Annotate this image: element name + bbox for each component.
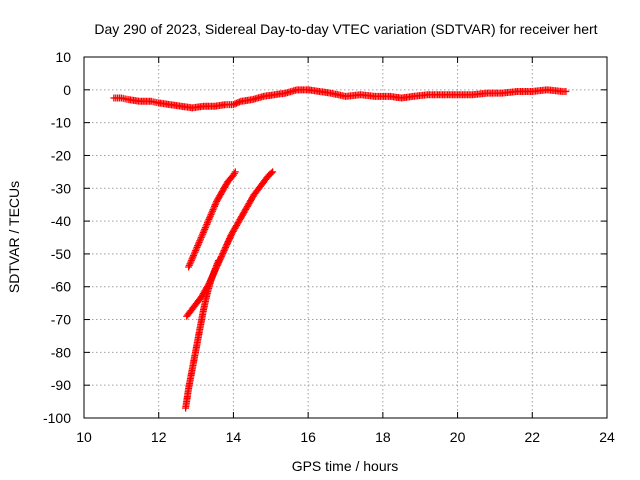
y-axis-ticks: 10 0 -10 -20 -30 -40 -50 -60 -70 -80 -90 -100 (43, 49, 607, 426)
y-tick-label: 0 (63, 82, 71, 98)
data-point-interp (192, 245, 200, 253)
y-tick-label: 10 (55, 49, 71, 65)
data-point-interp (208, 207, 216, 215)
data-point-interp (190, 252, 198, 260)
data-point-interp (225, 236, 233, 244)
data-point-interp (223, 239, 231, 247)
x-tick-label: 16 (300, 429, 316, 445)
y-tick-label: -20 (51, 147, 71, 163)
y-tick-label: -30 (51, 180, 71, 196)
x-tick-label: 14 (226, 429, 242, 445)
data-point-interp (235, 98, 243, 106)
data-point-interp (232, 99, 240, 107)
data-point-interp (194, 240, 202, 248)
data-point-interp (267, 169, 275, 177)
x-axis-label: GPS time / hours (292, 458, 399, 474)
data-point (231, 168, 239, 176)
data-point-interp (219, 250, 227, 258)
data-point-interp (198, 232, 206, 240)
data-point-interp (203, 220, 211, 228)
data-point (269, 168, 277, 176)
data-point-interp (206, 214, 214, 222)
data-point-interp (226, 233, 234, 241)
data-point-interp (186, 260, 194, 268)
data-point-interp (191, 248, 199, 256)
series-4 (182, 256, 222, 412)
data-point (229, 101, 237, 109)
data-point-interp (234, 99, 242, 107)
x-tick-label: 12 (151, 429, 167, 445)
data-point-interp (206, 212, 214, 220)
y-tick-label: -10 (51, 115, 71, 131)
data-point-interp (211, 202, 219, 210)
x-tick-label: 10 (76, 429, 92, 445)
data-point-interp (221, 244, 229, 252)
data-point-interp (221, 245, 229, 253)
data-point-interp (202, 222, 210, 230)
y-tick-label: -70 (51, 312, 71, 328)
data-point-interp (187, 256, 195, 264)
x-tick-label: 20 (450, 429, 466, 445)
data-point-interp (189, 253, 197, 261)
data-point-interp (209, 206, 217, 214)
y-tick-label: -50 (51, 246, 71, 262)
data-point-interp (219, 248, 227, 256)
y-tick-label: -60 (51, 279, 71, 295)
data-point-interp (195, 238, 203, 246)
series-1 (110, 86, 570, 112)
x-axis-ticks: 10 12 14 16 18 20 22 24 (76, 57, 615, 445)
data-point-interp (230, 170, 238, 178)
data-point-interp (197, 235, 205, 243)
y-tick-label: -90 (51, 377, 71, 393)
data-point-interp (231, 100, 239, 108)
data-point-interp (192, 247, 200, 255)
data-point-interp (211, 201, 219, 209)
x-tick-label: 18 (375, 429, 391, 445)
data-point-interp (199, 229, 207, 237)
y-tick-label: -40 (51, 213, 71, 229)
y-tick-label: -100 (43, 410, 71, 426)
data-point (190, 250, 198, 258)
x-tick-label: 24 (599, 429, 615, 445)
data-point-interp (224, 238, 232, 246)
data-points (110, 86, 570, 412)
grid-lines (84, 57, 607, 418)
data-point-interp (188, 255, 196, 263)
data-point-interp (193, 243, 201, 251)
data-point-interp (185, 261, 193, 269)
y-axis-label: SDTVAR / TECUs (6, 181, 22, 293)
y-tick-label: -80 (51, 344, 71, 360)
data-point-interp (200, 227, 208, 235)
data-point-interp (204, 219, 212, 227)
data-point-interp (212, 199, 220, 207)
data-point-interp (187, 258, 195, 266)
data-point-interp (210, 204, 218, 212)
data-point (214, 256, 222, 264)
chart-title: Day 290 of 2023, Sidereal Day-to-day VTE… (94, 21, 597, 37)
data-point (562, 87, 570, 95)
data-point (207, 211, 215, 219)
data-point (201, 224, 209, 232)
x-tick-label: 22 (524, 429, 540, 445)
data-point-interp (222, 242, 230, 250)
data-point-interp (201, 225, 209, 233)
data-point (196, 237, 204, 245)
data-point-interp (208, 209, 216, 217)
plot-border (83, 56, 608, 419)
data-point-interp (204, 217, 212, 225)
data-point-interp (194, 242, 202, 250)
data-point-interp (197, 234, 205, 241)
data-point-interp (205, 215, 213, 223)
series-2 (185, 168, 239, 271)
data-point-interp (199, 230, 207, 238)
data-point (185, 263, 193, 271)
